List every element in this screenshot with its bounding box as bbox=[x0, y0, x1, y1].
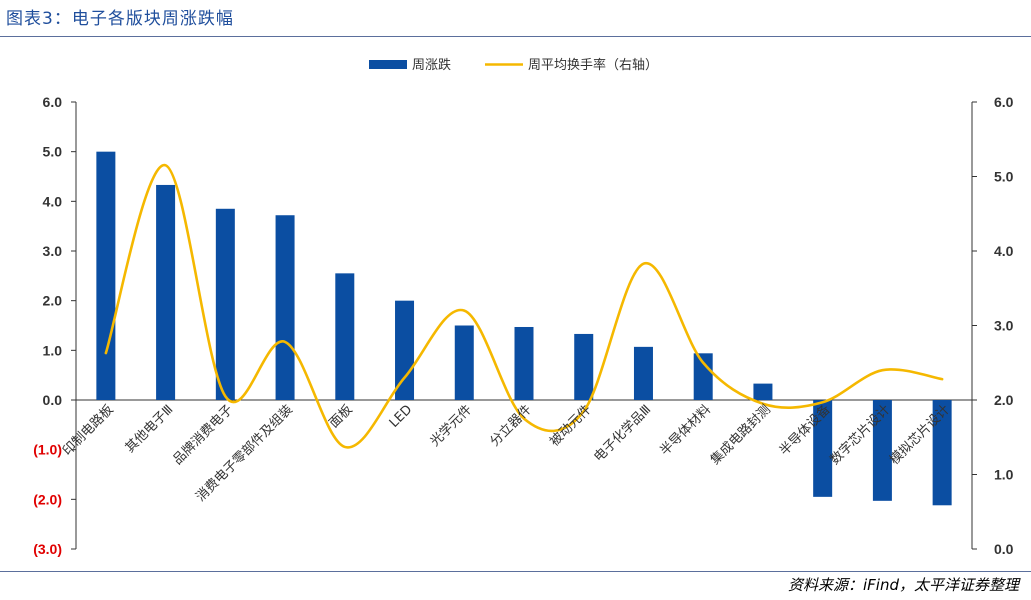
left-axis-tick-label: 4.0 bbox=[43, 193, 63, 209]
bar-series bbox=[96, 151, 952, 506]
bar bbox=[932, 400, 952, 506]
bar bbox=[813, 400, 833, 497]
bar bbox=[156, 184, 176, 400]
left-axis-tick-label: 6.0 bbox=[43, 94, 63, 110]
category-label: 消费电子零部件及组装 bbox=[193, 402, 296, 505]
bar bbox=[872, 400, 892, 501]
left-axis-tick-label: 3.0 bbox=[43, 243, 63, 259]
left-axis-tick-label: 5.0 bbox=[43, 144, 63, 160]
bar bbox=[633, 346, 653, 400]
legend-line-label: 周平均换手率（右轴） bbox=[528, 57, 658, 73]
legend-bar-swatch bbox=[369, 60, 407, 69]
axes: (3.0) (2.0) (1.0) 0.0 1.0 2.0 3.0 4.0 5.0 6.0 0.0 1… bbox=[33, 94, 1013, 557]
bar bbox=[454, 325, 474, 400]
category-label: 印制电路板 bbox=[59, 402, 116, 459]
title-divider bbox=[0, 36, 1031, 37]
category-label: 光学元件 bbox=[427, 402, 475, 450]
source-note: 资料来源：iFind，太平洋证券整理 bbox=[788, 576, 1019, 594]
category-label: 集成电路封测 bbox=[707, 402, 773, 468]
right-axis-tick-label: 6.0 bbox=[994, 94, 1014, 110]
category-label: 被动元件 bbox=[547, 402, 594, 449]
left-axis-tick-label: 2.0 bbox=[43, 293, 63, 309]
category-label: 面板 bbox=[327, 402, 356, 431]
footer-divider bbox=[0, 571, 1031, 572]
bar bbox=[514, 326, 534, 400]
left-axis-tick-label: 0.0 bbox=[43, 392, 63, 408]
category-label: 分立器件 bbox=[487, 402, 534, 449]
line-series bbox=[104, 164, 944, 449]
category-label: LED bbox=[387, 402, 416, 431]
category-label: 品牌消费电子 bbox=[170, 402, 236, 468]
bar bbox=[96, 151, 116, 400]
right-axis-tick-label: 3.0 bbox=[994, 318, 1014, 334]
left-axis-tick-label: (2.0) bbox=[33, 491, 62, 507]
right-axis-tick-label: 2.0 bbox=[994, 392, 1014, 408]
bar bbox=[335, 273, 355, 400]
bar bbox=[395, 300, 415, 400]
right-axis-tick-label: 5.0 bbox=[994, 169, 1014, 185]
category-label: 其他电子Ⅲ bbox=[123, 402, 177, 456]
left-axis-tick-label: (3.0) bbox=[33, 541, 62, 557]
bar bbox=[275, 215, 295, 400]
left-axis-tick-label: (1.0) bbox=[33, 442, 62, 458]
category-label: 半导体材料 bbox=[657, 402, 714, 459]
bar bbox=[693, 353, 713, 400]
category-label: 电子化学品Ⅲ bbox=[591, 402, 655, 466]
right-axis-tick-label: 0.0 bbox=[994, 541, 1014, 557]
left-axis-tick-label: 1.0 bbox=[43, 342, 63, 358]
legend-bar-label: 周涨跌 bbox=[412, 57, 451, 73]
bar bbox=[753, 383, 773, 400]
figure-title: 图表3：电子各版块周涨跌幅 bbox=[6, 9, 234, 29]
right-axis-tick-label: 4.0 bbox=[994, 243, 1014, 259]
right-axis-tick-label: 1.0 bbox=[994, 467, 1014, 483]
bar bbox=[574, 333, 594, 400]
bar bbox=[215, 208, 235, 400]
legend: 周涨跌 周平均换手率（右轴） bbox=[369, 57, 658, 73]
